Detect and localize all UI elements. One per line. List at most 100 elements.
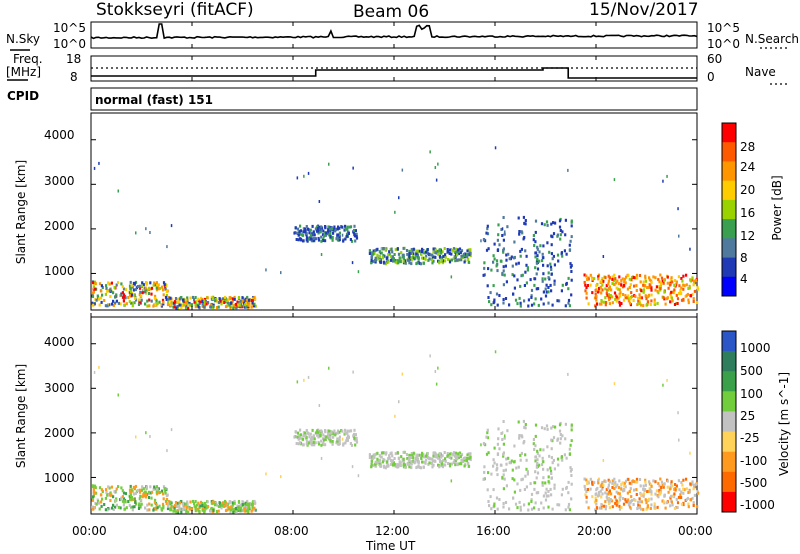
- power-cell: [100, 284, 103, 288]
- power-cell: [104, 292, 107, 296]
- power-cell: [251, 301, 254, 305]
- power-cell: [415, 262, 418, 266]
- velocity-cell: [444, 459, 447, 463]
- power-cell: [188, 303, 191, 307]
- power-cell: [450, 258, 453, 262]
- power-cell: [637, 296, 640, 300]
- velocity-cell: [425, 454, 428, 458]
- power-cell: [616, 279, 619, 283]
- velocity-cell: [497, 427, 500, 431]
- power-cell: [519, 254, 522, 258]
- velocity-cell: [650, 484, 653, 488]
- velocity-cell: [600, 495, 603, 499]
- velocity-cell: [353, 428, 356, 432]
- velocity-cell: [91, 505, 94, 509]
- velocity-cell: [595, 498, 598, 502]
- velocity-cell: [142, 487, 145, 491]
- velocity-cell: [403, 463, 407, 467]
- power-cell: [405, 249, 409, 252]
- power-cell: [310, 237, 313, 241]
- power-cell: [326, 230, 330, 234]
- velocity-cell: [432, 454, 435, 458]
- velocity-cell: [206, 500, 209, 504]
- velocity-cell: [420, 454, 424, 457]
- power-cell: [645, 297, 648, 301]
- velocity-cell: [370, 459, 373, 463]
- power-cell: [565, 252, 568, 256]
- velocity-cell: [675, 486, 678, 490]
- velocity-cell: [693, 493, 696, 497]
- velocity-cell: [144, 506, 147, 510]
- power-cell: [155, 288, 159, 292]
- power-cell: [438, 261, 441, 265]
- velocity-cell: [457, 456, 461, 460]
- velocity-cell: [451, 452, 454, 456]
- power-cell: [408, 252, 411, 256]
- power-cell: [130, 301, 133, 305]
- velocity-cell: [299, 433, 302, 437]
- search-label: N.Search: [745, 32, 800, 46]
- velocity-cell: [239, 506, 243, 510]
- velocity-cell: [120, 486, 123, 490]
- power-cell: [210, 296, 213, 299]
- power-cell: [154, 283, 157, 287]
- power-speck: [437, 162, 439, 166]
- velocity-cell: [664, 506, 667, 510]
- velocity-cell: [502, 473, 505, 477]
- power-cell: [492, 254, 495, 258]
- velocity-cell: [633, 498, 636, 502]
- velocity-cell: [431, 465, 434, 469]
- velocity-cell: [97, 501, 101, 505]
- velocity-cell: [485, 435, 488, 439]
- power-speck: [434, 166, 437, 169]
- velocity-cell: [210, 508, 213, 512]
- power-cell: [612, 279, 616, 283]
- power-cell: [147, 286, 151, 290]
- power-cell: [534, 230, 537, 234]
- power-cell: [649, 303, 652, 306]
- velocity-cell: [105, 491, 108, 494]
- power-cell: [640, 296, 643, 300]
- power-cell: [533, 244, 536, 247]
- velocity-cell: [495, 468, 498, 472]
- power-cell: [638, 293, 641, 297]
- power-cell: [129, 293, 132, 297]
- velocity-cell: [313, 437, 316, 441]
- velocity-speck: [318, 404, 321, 407]
- velocity-cell: [541, 456, 544, 460]
- power-cell: [536, 257, 539, 261]
- velocity-cell: [638, 504, 641, 508]
- power-cell: [535, 261, 538, 265]
- vel-cbar-tick-m500: -500: [740, 476, 768, 490]
- power-cell: [394, 248, 397, 252]
- power-cell: [379, 260, 382, 264]
- power-cell: [487, 247, 490, 251]
- velocity-cell: [347, 436, 350, 439]
- velocity-cell: [183, 502, 186, 506]
- velocity-cell: [317, 435, 320, 439]
- power-cell: [396, 247, 399, 251]
- xtick-20: 20:00: [577, 524, 612, 538]
- power-cell: [164, 287, 167, 291]
- velocity-cell: [368, 453, 371, 457]
- power-cell: [542, 263, 545, 267]
- power-cell: [501, 271, 504, 275]
- power-cell: [152, 283, 155, 287]
- velocity-cell: [426, 452, 429, 455]
- power-speck: [450, 275, 453, 279]
- velocity-cell: [119, 498, 122, 502]
- velocity-cell: [441, 465, 444, 469]
- velocity-cell: [122, 497, 126, 501]
- velocity-cell: [419, 466, 423, 470]
- velocity-cell: [533, 506, 536, 510]
- velocity-cell: [673, 507, 677, 510]
- power-cell: [490, 303, 493, 307]
- sky-label: N.Sky: [6, 32, 41, 46]
- velocity-cell: [103, 503, 106, 506]
- velocity-cell: [154, 498, 157, 502]
- power-cell: [691, 278, 694, 282]
- power-cell: [150, 286, 154, 290]
- velocity-cell: [534, 481, 537, 485]
- velocity-cell: [424, 460, 427, 464]
- velocity-cell: [550, 447, 553, 451]
